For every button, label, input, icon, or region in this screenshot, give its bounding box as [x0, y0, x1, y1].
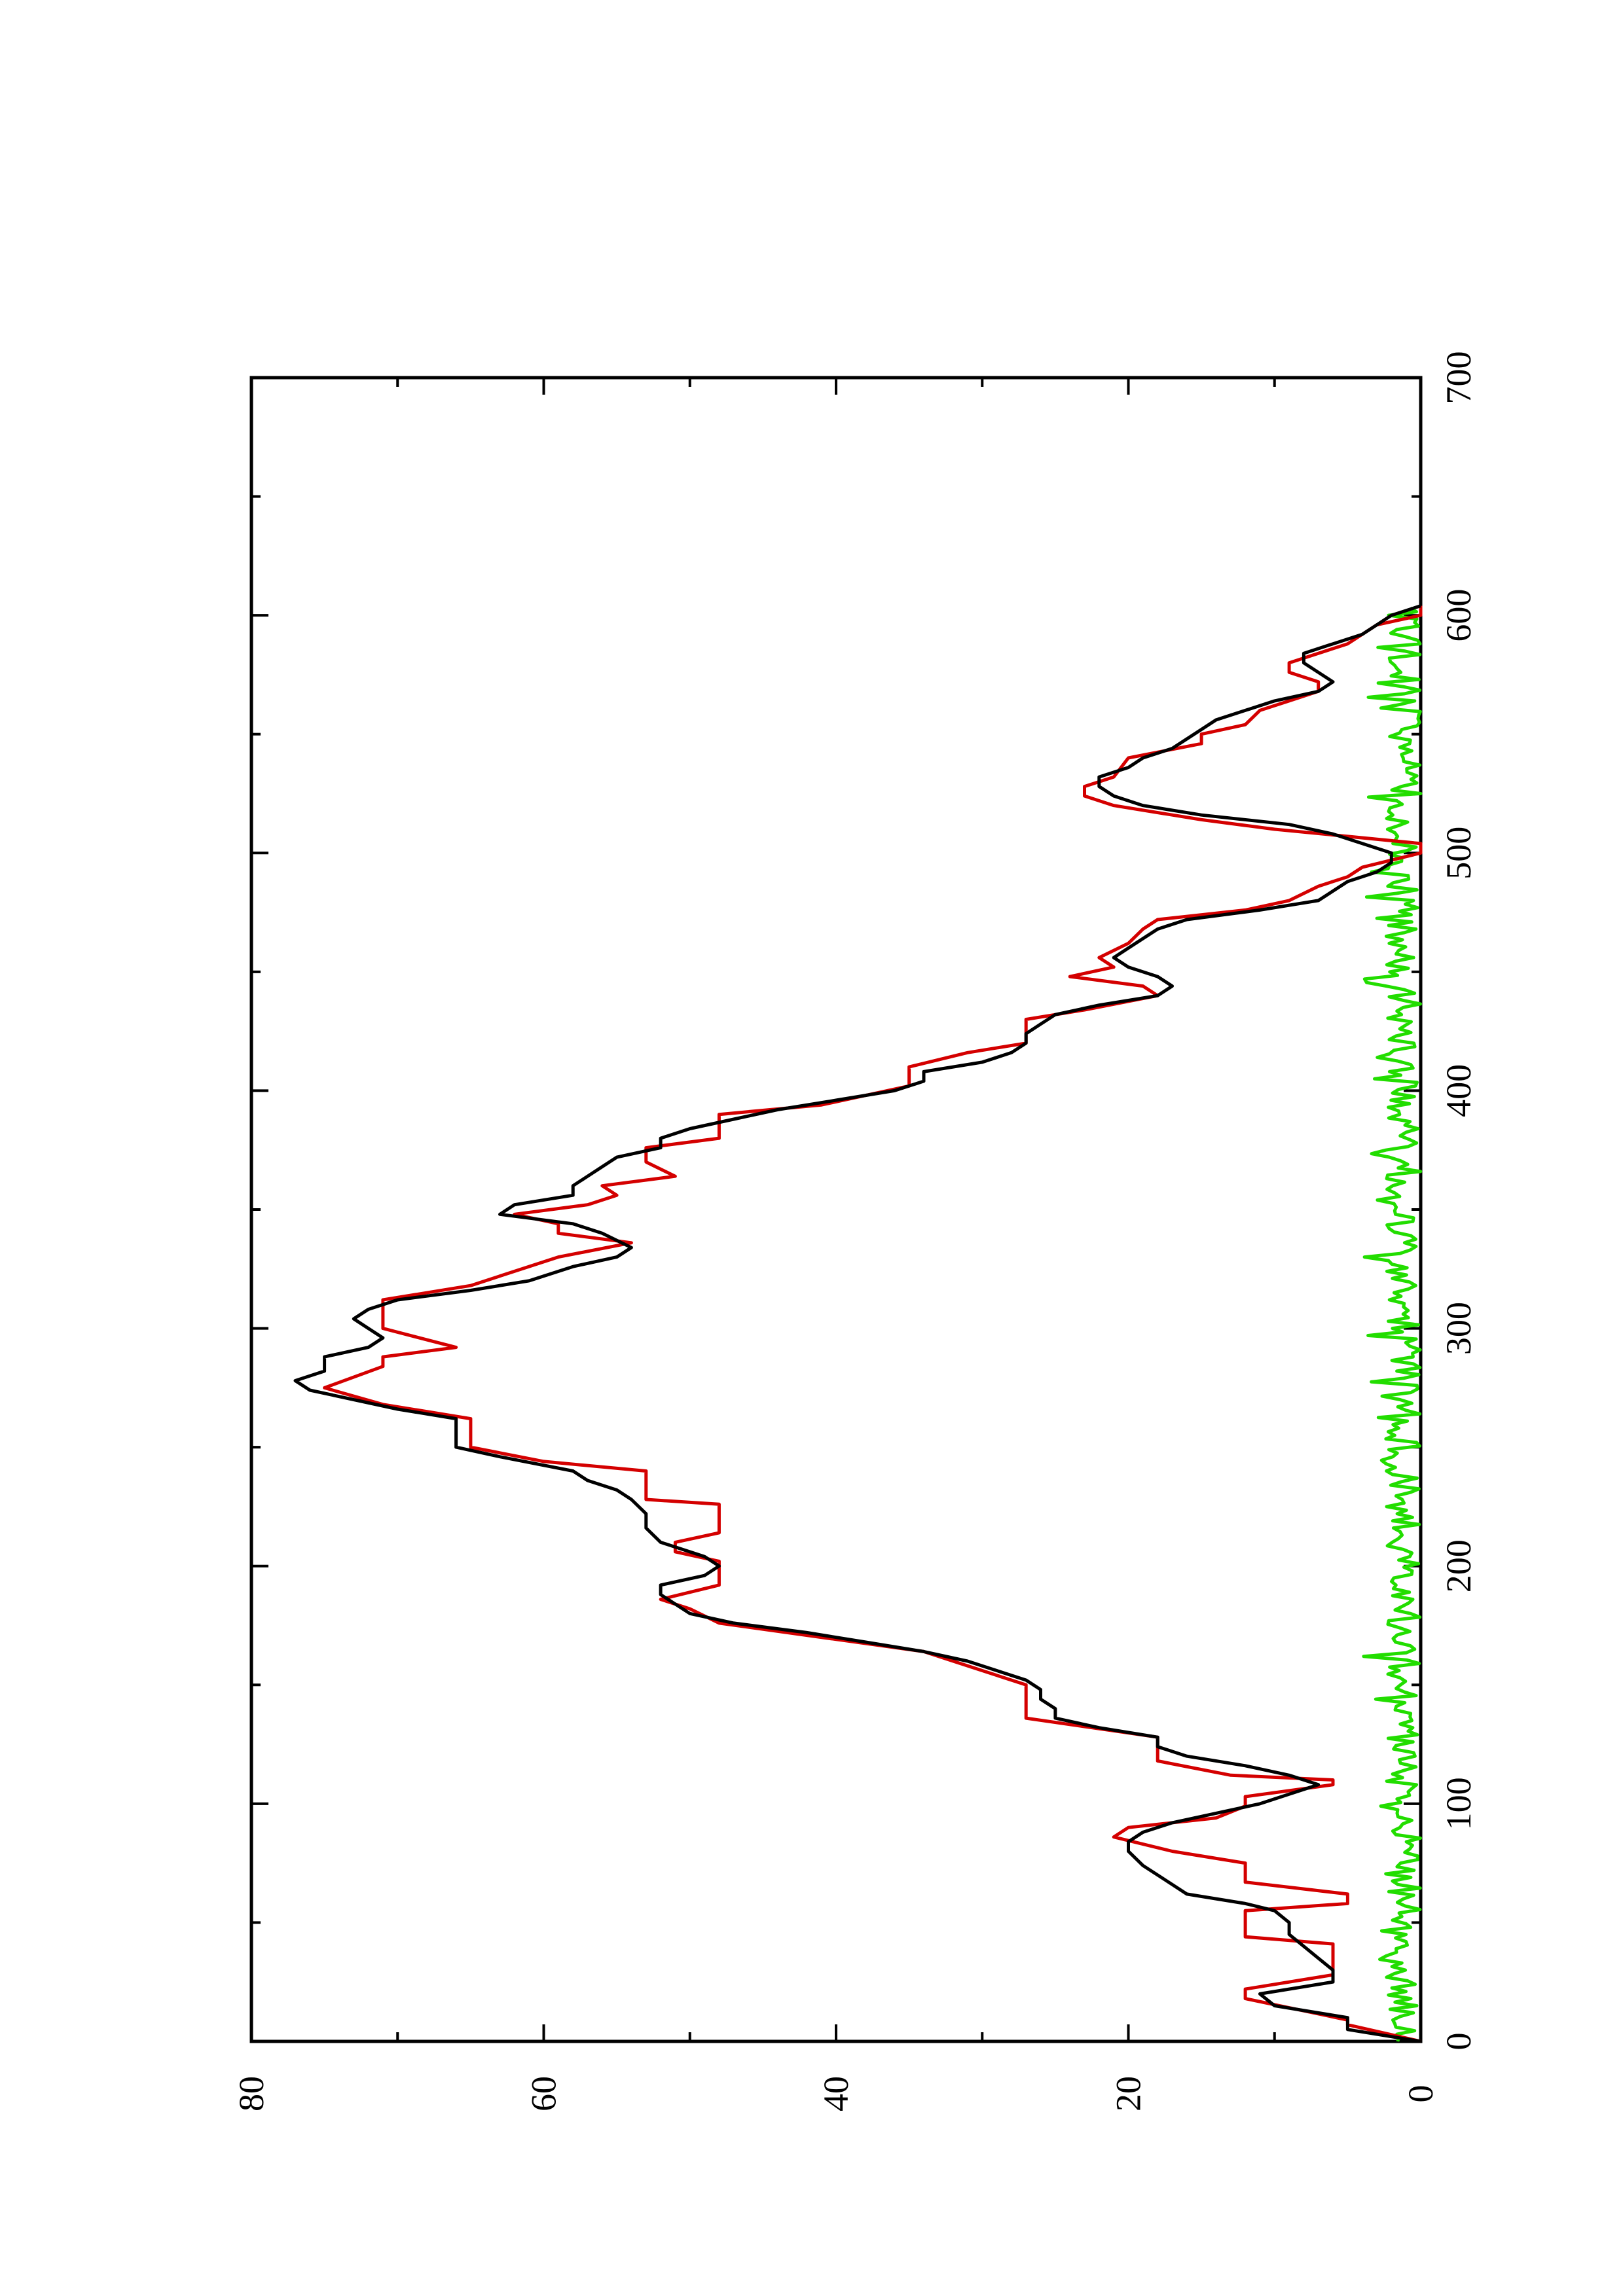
y-tick-label: 0 — [1401, 2085, 1440, 2103]
x-tick-label: 200 — [1439, 1539, 1478, 1592]
x-tick-label: 500 — [1439, 827, 1478, 880]
y-tick-label: 40 — [816, 2076, 856, 2111]
series-layer — [293, 604, 1423, 2043]
green-series-line — [1362, 607, 1423, 2042]
x-tick-label: 100 — [1439, 1777, 1478, 1830]
y-tick-label: 20 — [1109, 2076, 1148, 2111]
x-tick-label: 400 — [1439, 1064, 1478, 1117]
x-tick-label: 300 — [1439, 1302, 1478, 1355]
x-tick-label: 600 — [1439, 589, 1478, 642]
y-tick-label: 80 — [232, 2076, 271, 2111]
y-tick-label: 60 — [524, 2076, 564, 2111]
red-series-line — [323, 605, 1423, 2043]
x-tick-label: 0 — [1439, 2033, 1478, 2051]
plot-frame — [249, 376, 1423, 2043]
axis-ticks — [250, 376, 1422, 2043]
axis-tick-labels: 0 100 200 300 400 500 600 700 0 20 40 60 80 — [232, 351, 1478, 2112]
black-series-line — [293, 604, 1421, 2043]
x-tick-label: 700 — [1439, 351, 1478, 404]
